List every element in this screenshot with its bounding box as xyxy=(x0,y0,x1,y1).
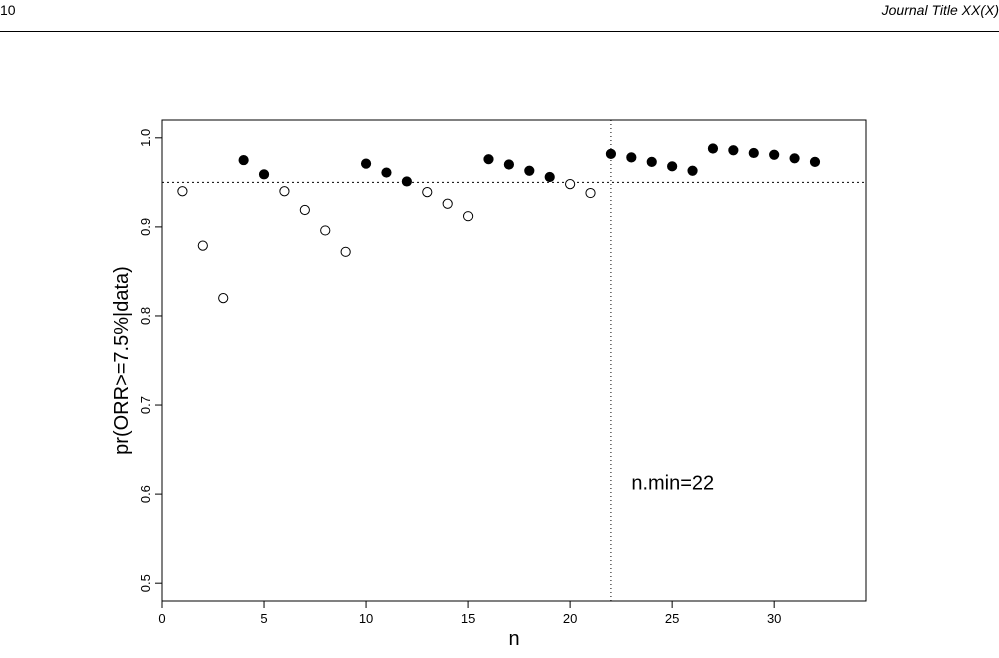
plot-frame xyxy=(161,119,867,602)
filled-point xyxy=(626,152,637,163)
open-point xyxy=(442,198,453,209)
data-points xyxy=(177,143,821,304)
filled-point xyxy=(809,156,821,167)
n-min-annotation: n.min=22 xyxy=(631,473,714,495)
filled-point xyxy=(360,158,372,169)
x-tick-label: 30 xyxy=(767,611,781,626)
open-point xyxy=(177,186,188,197)
y-tick-label: 1.0 xyxy=(138,129,153,147)
filled-point xyxy=(769,149,780,160)
y-tick-label: 0.5 xyxy=(138,574,153,592)
filled-point xyxy=(707,143,719,154)
filled-point xyxy=(258,169,270,180)
x-axis: 0 5 10 15 20 25 30 xyxy=(158,600,781,626)
filled-point xyxy=(789,153,800,164)
x-tick-label: 15 xyxy=(461,611,475,626)
filled-point xyxy=(728,145,739,156)
header-rule xyxy=(0,31,999,32)
y-tick-label: 0.8 xyxy=(138,307,153,325)
filled-point xyxy=(667,161,678,172)
x-tick-label: 25 xyxy=(665,611,679,626)
open-point xyxy=(585,187,596,199)
filled-point xyxy=(503,159,514,170)
page-header: 10 Journal Title XX(X) xyxy=(0,0,999,32)
open-point xyxy=(320,225,331,236)
x-axis-title: n xyxy=(508,628,519,650)
open-point xyxy=(279,186,290,197)
filled-point xyxy=(238,154,249,166)
open-point xyxy=(422,187,433,198)
filled-point xyxy=(646,156,657,167)
y-tick-label: 0.7 xyxy=(138,396,153,414)
open-point xyxy=(218,293,229,304)
x-tick-label: 20 xyxy=(563,611,577,626)
filled-point xyxy=(381,167,392,178)
filled-point xyxy=(544,171,555,183)
open-point xyxy=(462,211,474,222)
y-axis: 0.5 0.6 0.7 0.8 0.9 1.0 xyxy=(138,129,163,592)
y-axis-title: pr(ORR>=7.5%|data) xyxy=(111,266,133,455)
page-number: 10 xyxy=(0,2,16,18)
x-tick-label: 10 xyxy=(359,611,373,626)
filled-point xyxy=(401,176,412,187)
open-point xyxy=(340,246,351,257)
y-tick-label: 0.6 xyxy=(138,485,153,503)
filled-point xyxy=(605,148,617,159)
open-point xyxy=(299,204,310,216)
open-point xyxy=(565,179,576,190)
filled-point xyxy=(687,165,698,176)
filled-point xyxy=(524,165,535,176)
filled-point xyxy=(748,147,759,159)
open-point xyxy=(197,240,208,251)
journal-title: Journal Title XX(X) xyxy=(881,2,999,18)
y-tick-label: 0.9 xyxy=(138,218,153,236)
x-tick-label: 5 xyxy=(260,611,267,626)
filled-point xyxy=(483,154,494,165)
x-tick-label: 0 xyxy=(158,611,165,626)
